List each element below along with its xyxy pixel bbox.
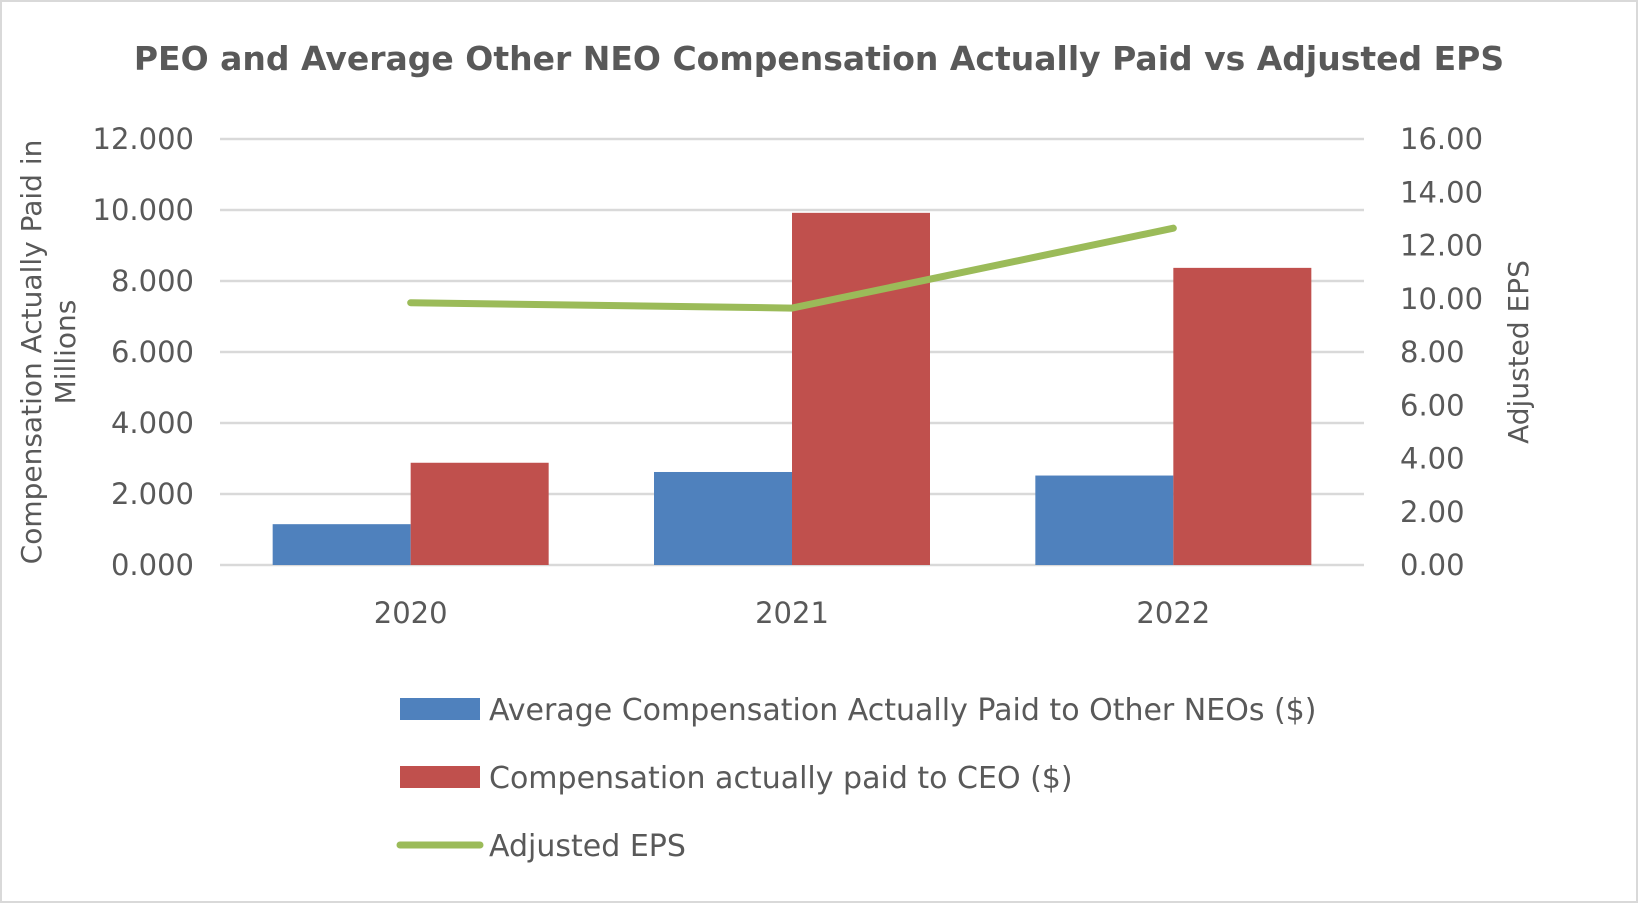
y2-axis-title-text: Adjusted EPS <box>1502 260 1535 444</box>
y2-tick-label: 0.00 <box>1400 548 1465 582</box>
bar-series <box>272 212 1312 565</box>
y2-tick-label: 6.00 <box>1400 388 1465 422</box>
legend-swatch <box>400 766 480 788</box>
left-axis-title: Compensation Actually Paid inMillions <box>15 140 82 565</box>
y-tick-label: 10.000 <box>93 193 194 227</box>
y-axis-title-text: Compensation Actually Paid inMillions <box>15 140 82 565</box>
right-axis-title: Adjusted EPS <box>1502 260 1535 444</box>
eps-line-series <box>407 224 1177 312</box>
legend-label: Average Compensation Actually Paid to Ot… <box>489 693 1316 728</box>
bar <box>654 471 792 565</box>
y2-tick-label: 10.00 <box>1400 282 1483 316</box>
bar <box>1035 475 1174 565</box>
y-tick-label: 2.000 <box>111 477 194 511</box>
y-tick-label: 6.000 <box>111 335 194 369</box>
x-tick-label: 2021 <box>755 596 829 630</box>
y2-tick-label: 2.00 <box>1400 495 1465 529</box>
y2-tick-label: 8.00 <box>1400 335 1465 369</box>
y-tick-label: 4.000 <box>111 406 194 440</box>
y-axis-title-line: Compensation Actually Paid in <box>15 140 48 565</box>
right-axis-ticks: 0.00 2.00 4.00 6.00 8.00 10.00 12.00 14.00 16.00 <box>1400 122 1483 582</box>
series-line <box>407 224 1177 312</box>
y-tick-label: 12.000 <box>93 122 194 156</box>
y-tick-label: 8.000 <box>111 264 194 298</box>
bar <box>272 524 411 565</box>
y2-tick-label: 12.00 <box>1400 229 1483 263</box>
y2-tick-label: 4.00 <box>1400 442 1465 476</box>
y2-tick-label: 14.00 <box>1400 175 1483 209</box>
chart-title: PEO and Average Other NEO Compensation A… <box>134 39 1504 78</box>
y2-tick-label: 16.00 <box>1400 122 1483 156</box>
y-tick-label: 0.000 <box>111 548 194 582</box>
legend-label: Compensation actually paid to CEO ($) <box>489 761 1073 796</box>
x-tick-label: 2020 <box>374 596 448 630</box>
left-axis-ticks: 0.000 2.000 4.000 6.000 8.000 10.000 12.000 <box>93 122 194 582</box>
y-axis-title-line: Millions <box>49 300 82 405</box>
x-axis-ticks: 2020 2021 2022 <box>374 596 1210 630</box>
bar <box>410 462 549 565</box>
legend-label: Adjusted EPS <box>489 829 686 864</box>
legend-swatch <box>400 698 480 720</box>
bar <box>1173 267 1312 565</box>
x-tick-label: 2022 <box>1136 596 1210 630</box>
bar <box>792 212 930 565</box>
legend: Average Compensation Actually Paid to Ot… <box>396 693 1316 864</box>
